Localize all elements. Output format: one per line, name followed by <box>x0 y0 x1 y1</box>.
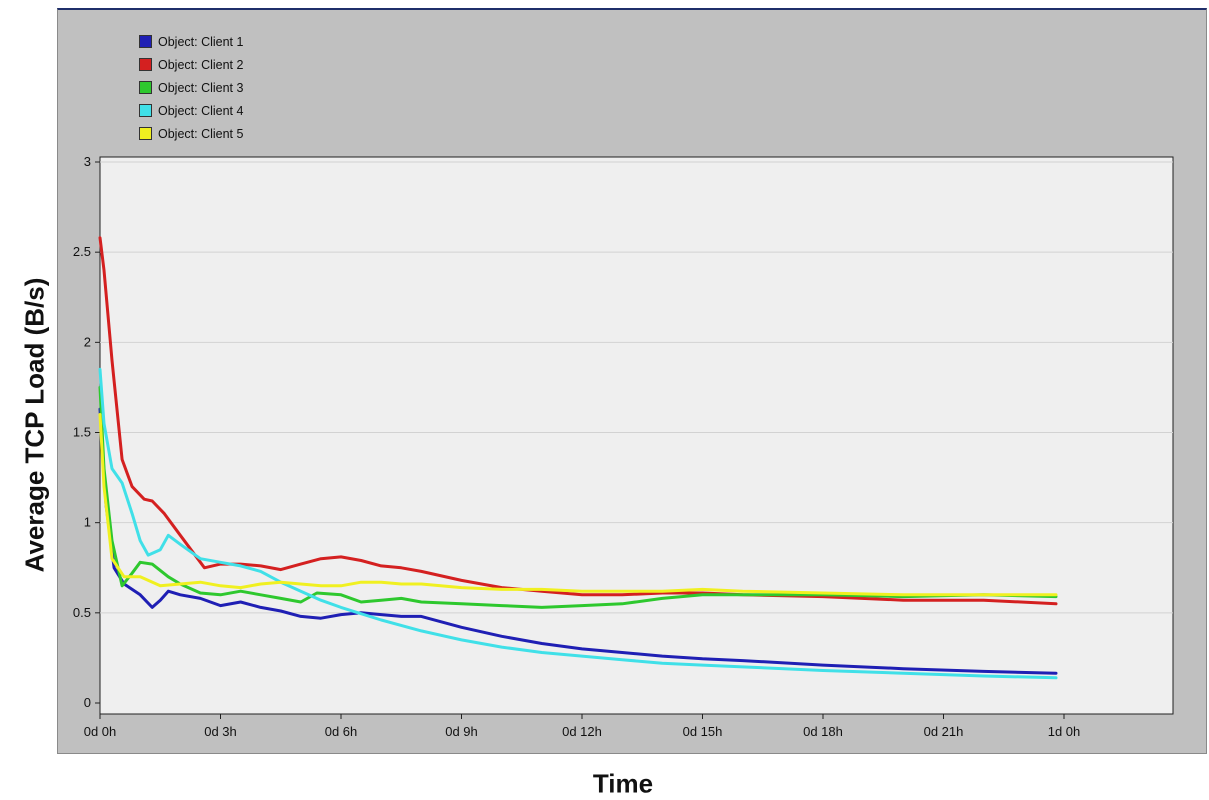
legend: Object: Client 1 Object: Client 2 Object: … <box>139 30 243 145</box>
series-line-client-2 <box>98 236 1058 606</box>
legend-swatch <box>139 35 152 48</box>
x-tick-label: 0d 0h <box>84 724 117 739</box>
x-tick-label: 0d 15h <box>683 724 723 739</box>
x-axis-label: Time <box>592 768 654 799</box>
legend-item-client-4: Object: Client 4 <box>139 99 243 122</box>
y-axis-label: Average TCP Load (B/s) <box>19 277 50 573</box>
x-tick-label: 0d 21h <box>924 724 964 739</box>
series-line-client-4 <box>98 367 1058 680</box>
legend-label: Object: Client 1 <box>158 34 244 49</box>
legend-swatch <box>139 127 152 140</box>
y-tick-label: 2.5 <box>73 244 91 259</box>
series-line-client-1 <box>98 407 1058 675</box>
x-tick-label: 1d 0h <box>1048 724 1081 739</box>
legend-item-client-5: Object: Client 5 <box>139 122 243 145</box>
x-tick-label: 0d 3h <box>204 724 237 739</box>
x-tick-label: 0d 6h <box>325 724 358 739</box>
legend-label: Object: Client 3 <box>158 80 244 95</box>
legend-item-client-3: Object: Client 3 <box>139 76 243 99</box>
legend-item-client-2: Object: Client 2 <box>139 53 243 76</box>
legend-label: Object: Client 4 <box>158 103 244 118</box>
x-tick-label: 0d 9h <box>445 724 478 739</box>
series-line-client-3 <box>98 385 1058 609</box>
y-tick-label: 0 <box>84 695 91 710</box>
legend-item-client-1: Object: Client 1 <box>139 30 243 53</box>
plot-area <box>99 156 1174 715</box>
y-tick-label: 0.5 <box>73 605 91 620</box>
x-tick-label: 0d 18h <box>803 724 843 739</box>
legend-label: Object: Client 5 <box>158 126 244 141</box>
y-tick-label: 3 <box>84 154 91 169</box>
y-tick-label: 2 <box>84 334 91 349</box>
legend-swatch <box>139 81 152 94</box>
legend-label: Object: Client 2 <box>158 57 244 72</box>
x-tick-label: 0d 12h <box>562 724 602 739</box>
legend-swatch <box>139 58 152 71</box>
y-tick-label: 1 <box>84 515 91 530</box>
legend-swatch <box>139 104 152 117</box>
series-line-client-5 <box>98 413 1058 597</box>
y-tick-label: 1.5 <box>73 425 91 440</box>
